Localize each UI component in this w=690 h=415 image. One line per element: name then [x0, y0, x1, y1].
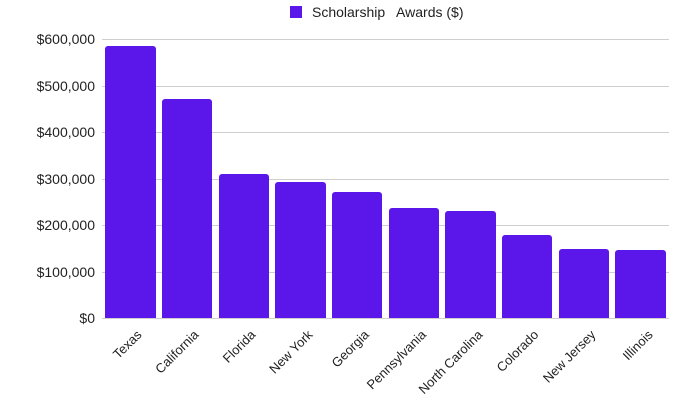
gridline: [102, 271, 669, 273]
gridline: [102, 39, 669, 40]
x-tick-label: Illinois: [619, 327, 656, 364]
x-tick-label: Florida: [219, 327, 259, 366]
y-tick-label: $600,000: [36, 31, 95, 47]
y-tick-label: $0: [79, 310, 95, 326]
legend-label: Scholarship Awards ($): [312, 4, 464, 20]
gridline: [102, 318, 669, 319]
chart-legend: Scholarship Awards ($): [290, 4, 463, 20]
bar-california: [161, 99, 213, 318]
y-tick-label: $300,000: [36, 170, 95, 187]
bar-pennsylvania: [388, 207, 440, 318]
x-tick-label: New Jersey: [539, 327, 599, 386]
x-tick-label: New York: [265, 327, 316, 377]
bar-new-jersey: [558, 249, 610, 318]
x-tick-label: Texas: [110, 327, 145, 362]
bar-illinois: [615, 250, 666, 318]
y-tick-label: $200,000: [36, 217, 95, 233]
x-tick-label: Colorado: [493, 327, 542, 375]
y-tick-label: $400,000: [36, 124, 95, 140]
bar-new-york: [275, 182, 326, 318]
legend-swatch: [290, 6, 302, 18]
y-tick-label: $100,000: [36, 263, 95, 280]
bar-texas: [105, 45, 156, 318]
plot-area: [102, 39, 669, 319]
gridline: [102, 225, 669, 226]
bar-north-carolina: [445, 211, 496, 318]
bar-florida: [218, 173, 269, 318]
bar-colorado: [502, 235, 553, 318]
x-tick-label: Georgia: [328, 327, 372, 371]
x-tick-label: California: [152, 327, 202, 377]
y-tick-label: $500,000: [36, 77, 95, 94]
gridline: [102, 85, 669, 87]
bar-georgia: [331, 192, 383, 318]
gridline: [102, 132, 669, 133]
gridline: [102, 178, 669, 180]
